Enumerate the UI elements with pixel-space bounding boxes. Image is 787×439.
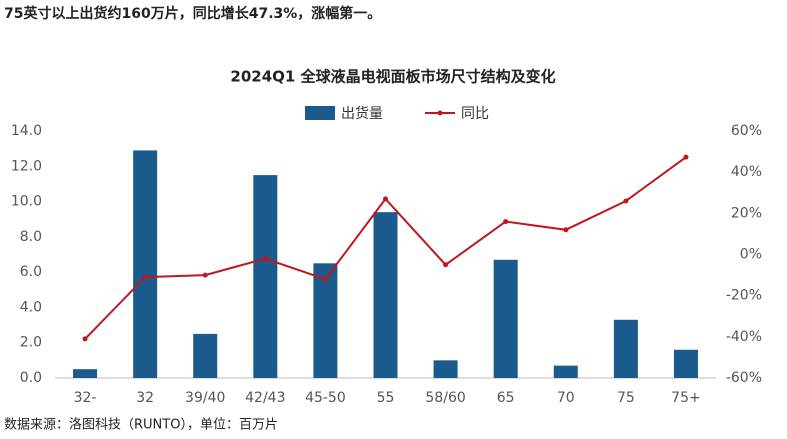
source: 数据来源：洛图科技（RUNTO），单位：百万片 (4, 418, 278, 433)
headline: 75英寸以上出货约160万片，同比增长47.3%，涨幅第一。 (4, 5, 381, 22)
point (322, 276, 328, 282)
bar (493, 259, 518, 378)
x-tick-label: 58/60 (425, 390, 465, 406)
y2-tick-label: 40% (731, 164, 762, 180)
point (683, 154, 689, 160)
point (503, 219, 509, 225)
x-tick-label: 32 (136, 390, 154, 406)
y2-tick-label: 20% (731, 205, 762, 221)
x-tick-label: 70 (557, 390, 575, 406)
legend-swatch (437, 110, 443, 116)
y2-tick-label: 0% (740, 247, 762, 263)
y2-tick-label: -40% (726, 329, 762, 345)
x-tick-label: 42/43 (245, 390, 285, 406)
legend-label: 出货量 (341, 105, 383, 122)
y2-tick-label: -60% (726, 370, 762, 386)
point (202, 272, 208, 278)
x-tick-label: 45-50 (305, 390, 346, 406)
bar (313, 263, 338, 378)
point (262, 256, 268, 262)
point (383, 196, 388, 202)
bar (133, 150, 158, 378)
y2-tick-label: -20% (726, 288, 762, 304)
x-tick-label: 39/40 (185, 390, 225, 406)
point (443, 262, 449, 268)
bar (193, 333, 218, 378)
bar (673, 349, 698, 378)
x-tick-label: 32- (74, 390, 97, 406)
bar (373, 212, 398, 378)
point (82, 336, 88, 342)
x-tick-label: 75 (617, 390, 635, 406)
point (563, 227, 569, 233)
bar (553, 365, 578, 378)
legend-label: 同比 (461, 106, 489, 122)
x-tick-label: 75+ (671, 390, 701, 406)
bar (433, 360, 458, 378)
chart-title: 2024Q1 全球液晶电视面板市场尺寸结构及变化 (230, 68, 555, 86)
y-tick-label: 12.0 (11, 158, 42, 174)
y-tick-label: 0.0 (20, 370, 42, 386)
point (623, 198, 629, 204)
y-tick-label: 4.0 (20, 299, 42, 315)
point (142, 274, 148, 280)
y-tick-label: 8.0 (20, 229, 42, 245)
y-tick-label: 6.0 (20, 264, 42, 280)
bar (613, 319, 638, 378)
y-tick-label: 10.0 (11, 194, 42, 210)
bar (253, 175, 278, 378)
legend-swatch (305, 106, 335, 120)
x-tick-label: 55 (377, 390, 395, 406)
y-tick-label: 14.0 (11, 123, 42, 139)
x-tick-label: 65 (497, 390, 515, 406)
y-tick-label: 2.0 (20, 335, 42, 351)
bar (73, 369, 98, 378)
y2-tick-label: 60% (731, 123, 762, 139)
